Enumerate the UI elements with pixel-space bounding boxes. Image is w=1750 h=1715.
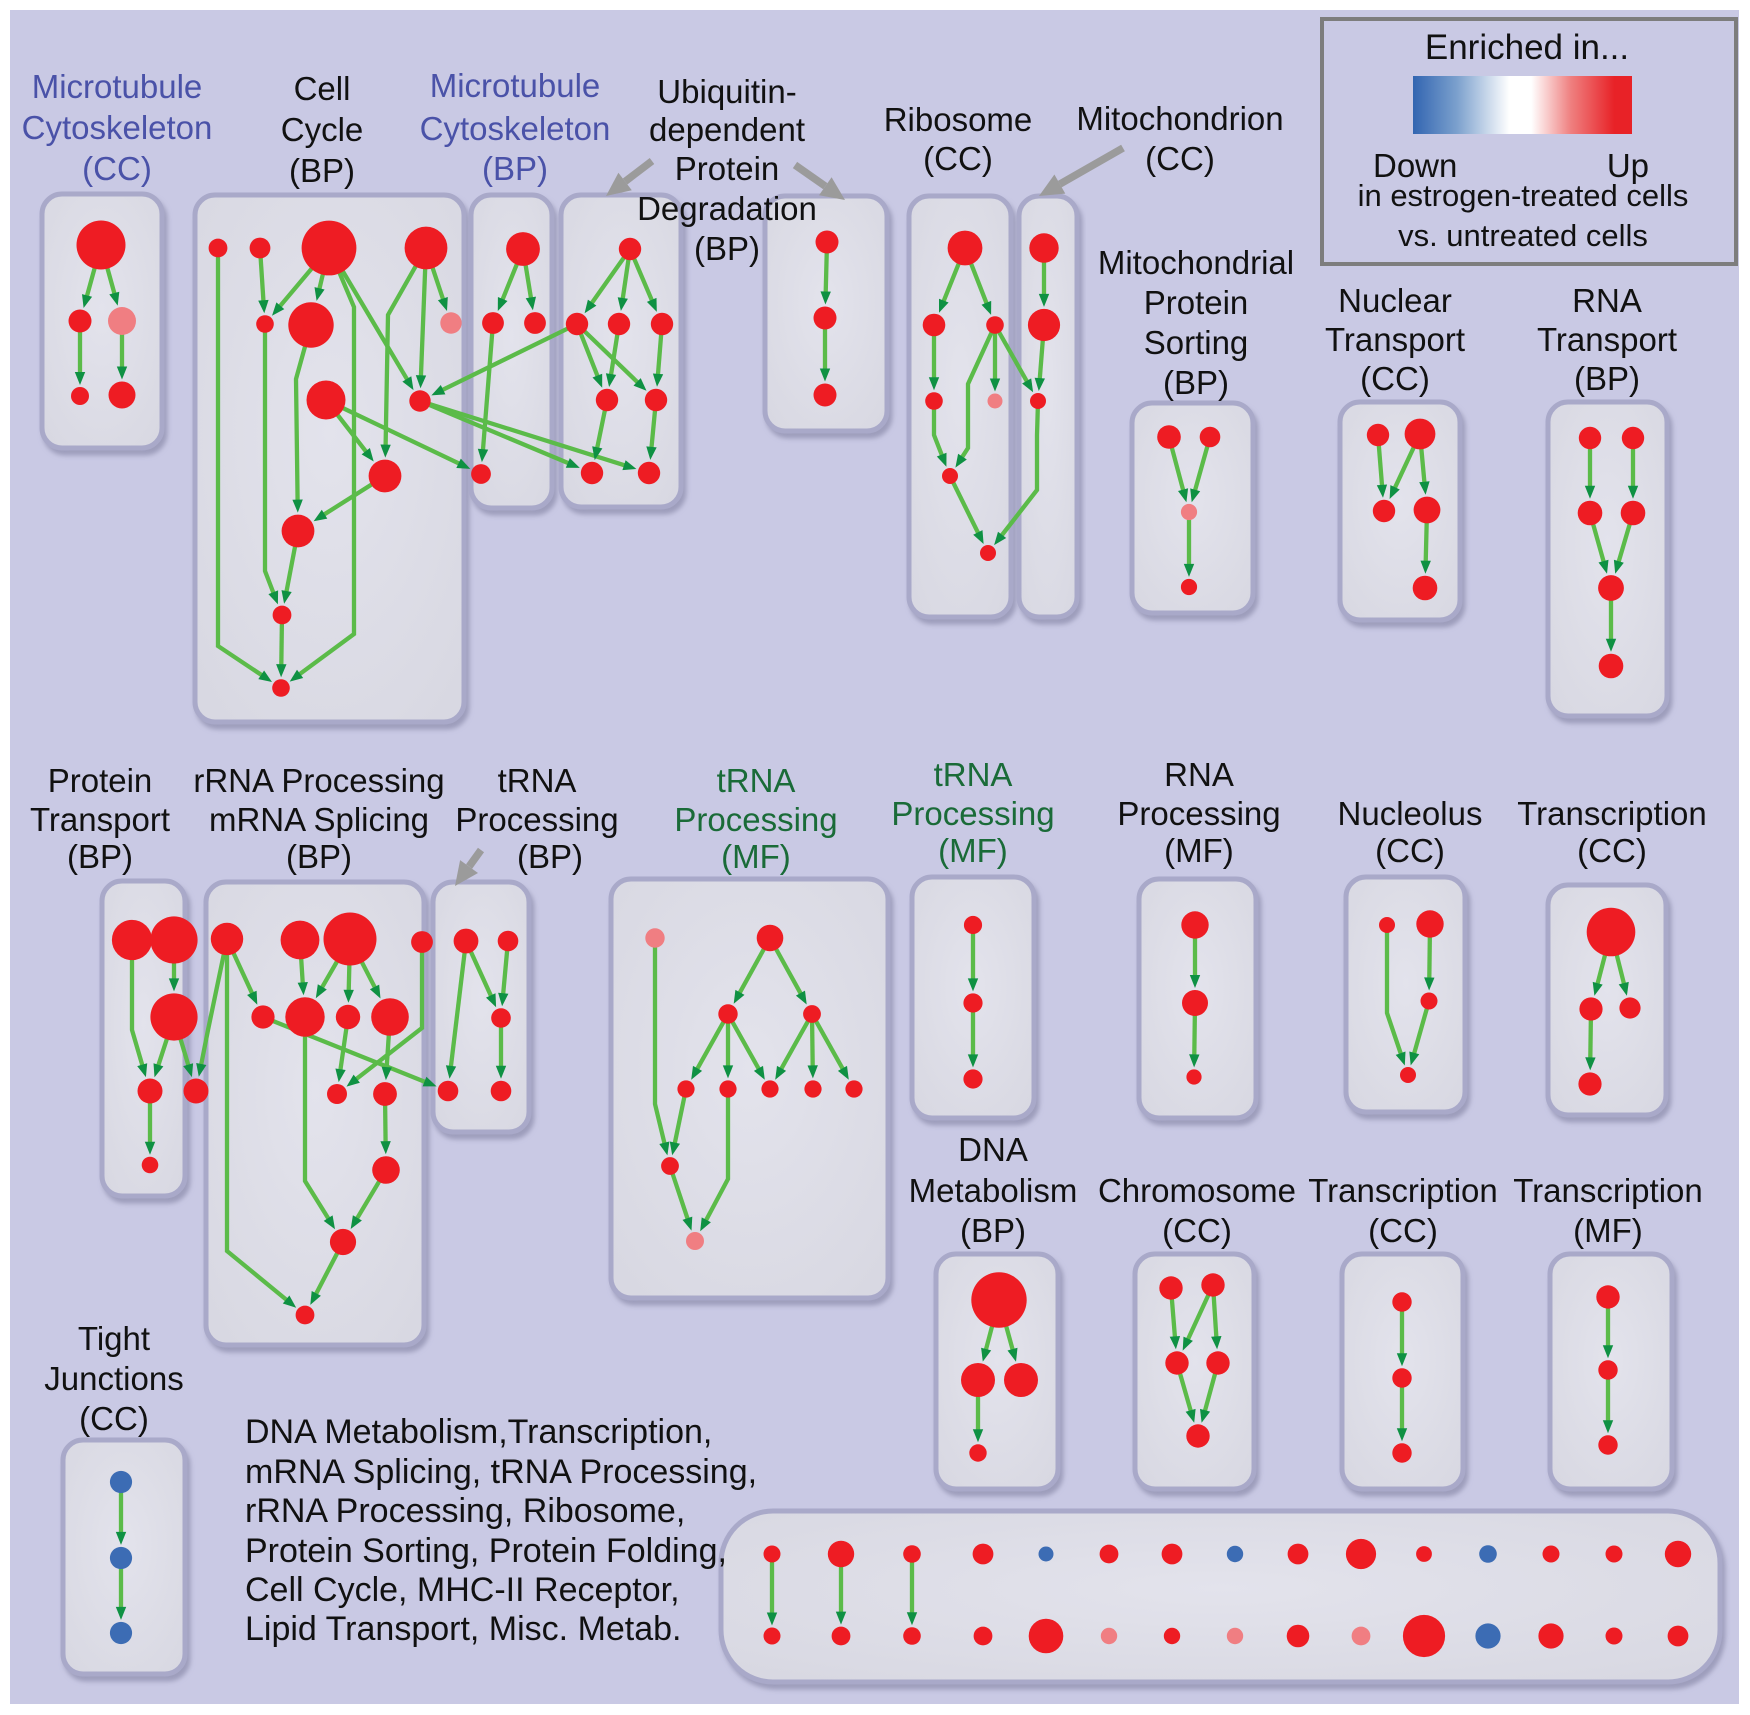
svg-text:tRNA: tRNA <box>717 762 796 799</box>
svg-text:(BP): (BP) <box>67 838 133 875</box>
svg-text:RNA: RNA <box>1572 282 1642 319</box>
svg-text:(BP): (BP) <box>482 150 548 187</box>
svg-text:Lipid Transport, Misc. Metab.: Lipid Transport, Misc. Metab. <box>245 1610 682 1648</box>
svg-text:DNA Metabolism,Transcription,: DNA Metabolism,Transcription, <box>245 1413 712 1451</box>
svg-text:Metabolism: Metabolism <box>909 1172 1078 1209</box>
svg-text:Tight: Tight <box>78 1320 150 1357</box>
svg-text:(BP): (BP) <box>289 152 355 189</box>
svg-text:(MF): (MF) <box>1573 1212 1643 1249</box>
svg-text:(BP): (BP) <box>286 838 352 875</box>
svg-text:Transcription: Transcription <box>1308 1172 1498 1209</box>
svg-text:(BP): (BP) <box>694 230 760 267</box>
svg-text:Transport: Transport <box>1325 321 1465 358</box>
svg-text:Cell: Cell <box>294 70 351 107</box>
svg-text:Degradation: Degradation <box>637 190 817 227</box>
svg-text:Processing: Processing <box>891 795 1054 832</box>
svg-text:(MF): (MF) <box>938 832 1008 869</box>
svg-text:vs. untreated cells: vs. untreated cells <box>1398 218 1648 253</box>
svg-text:Up: Up <box>1607 147 1649 184</box>
svg-text:Mitochondrial: Mitochondrial <box>1098 244 1294 281</box>
svg-text:Cell Cycle, MHC-II Receptor,: Cell Cycle, MHC-II Receptor, <box>245 1571 680 1609</box>
svg-text:Processing: Processing <box>1117 795 1280 832</box>
svg-text:(BP): (BP) <box>1163 364 1229 401</box>
svg-text:Transcription: Transcription <box>1517 795 1707 832</box>
svg-text:mRNA Splicing, tRNA Processing: mRNA Splicing, tRNA Processing, <box>245 1453 757 1491</box>
svg-text:Cytoskeleton: Cytoskeleton <box>22 109 213 146</box>
svg-text:Ribosome: Ribosome <box>884 101 1033 138</box>
svg-text:(CC): (CC) <box>1145 140 1215 177</box>
svg-text:Cytoskeleton: Cytoskeleton <box>420 110 611 147</box>
svg-text:(BP): (BP) <box>517 838 583 875</box>
svg-text:rRNA Processing: rRNA Processing <box>193 762 444 799</box>
svg-text:Microtubule: Microtubule <box>32 68 203 105</box>
svg-text:RNA: RNA <box>1164 756 1234 793</box>
svg-text:DNA: DNA <box>958 1131 1028 1168</box>
svg-text:(CC): (CC) <box>79 1400 149 1437</box>
svg-text:tRNA: tRNA <box>498 762 577 799</box>
svg-text:Cycle: Cycle <box>281 111 364 148</box>
svg-text:Protein: Protein <box>1144 284 1249 321</box>
svg-text:Enriched in...: Enriched in... <box>1425 28 1629 67</box>
svg-text:Processing: Processing <box>674 801 837 838</box>
svg-text:(CC): (CC) <box>1368 1212 1438 1249</box>
svg-text:in estrogen-treated cells: in estrogen-treated cells <box>1358 178 1689 213</box>
svg-text:Transport: Transport <box>30 801 170 838</box>
svg-text:Down: Down <box>1373 147 1457 184</box>
svg-text:Ubiquitin-: Ubiquitin- <box>657 73 796 110</box>
svg-text:Transport: Transport <box>1537 321 1677 358</box>
svg-text:(CC): (CC) <box>923 140 993 177</box>
svg-text:(MF): (MF) <box>721 838 791 875</box>
svg-text:Microtubule: Microtubule <box>430 67 601 104</box>
svg-text:(BP): (BP) <box>1574 360 1640 397</box>
svg-text:(CC): (CC) <box>82 150 152 187</box>
svg-text:Mitochondrion: Mitochondrion <box>1076 100 1283 137</box>
svg-text:Protein Sorting, Protein Foldi: Protein Sorting, Protein Folding, <box>245 1532 727 1570</box>
svg-text:tRNA: tRNA <box>934 756 1013 793</box>
svg-text:(CC): (CC) <box>1577 832 1647 869</box>
svg-text:Transcription: Transcription <box>1513 1172 1703 1209</box>
svg-text:Protein: Protein <box>48 762 153 799</box>
svg-text:Junctions: Junctions <box>44 1360 183 1397</box>
svg-text:(CC): (CC) <box>1360 360 1430 397</box>
svg-text:Chromosome: Chromosome <box>1098 1172 1296 1209</box>
svg-text:dependent: dependent <box>649 111 805 148</box>
svg-text:(CC): (CC) <box>1162 1212 1232 1249</box>
svg-text:(CC): (CC) <box>1375 832 1445 869</box>
svg-text:rRNA Processing, Ribosome,: rRNA Processing, Ribosome, <box>245 1492 685 1530</box>
svg-text:Nuclear: Nuclear <box>1338 282 1452 319</box>
svg-text:Protein: Protein <box>675 150 780 187</box>
svg-text:Nucleolus: Nucleolus <box>1338 795 1483 832</box>
svg-text:Processing: Processing <box>455 801 618 838</box>
svg-text:(BP): (BP) <box>960 1212 1026 1249</box>
svg-text:(MF): (MF) <box>1164 832 1234 869</box>
svg-text:mRNA Splicing: mRNA Splicing <box>209 801 429 838</box>
svg-text:Sorting: Sorting <box>1144 324 1249 361</box>
